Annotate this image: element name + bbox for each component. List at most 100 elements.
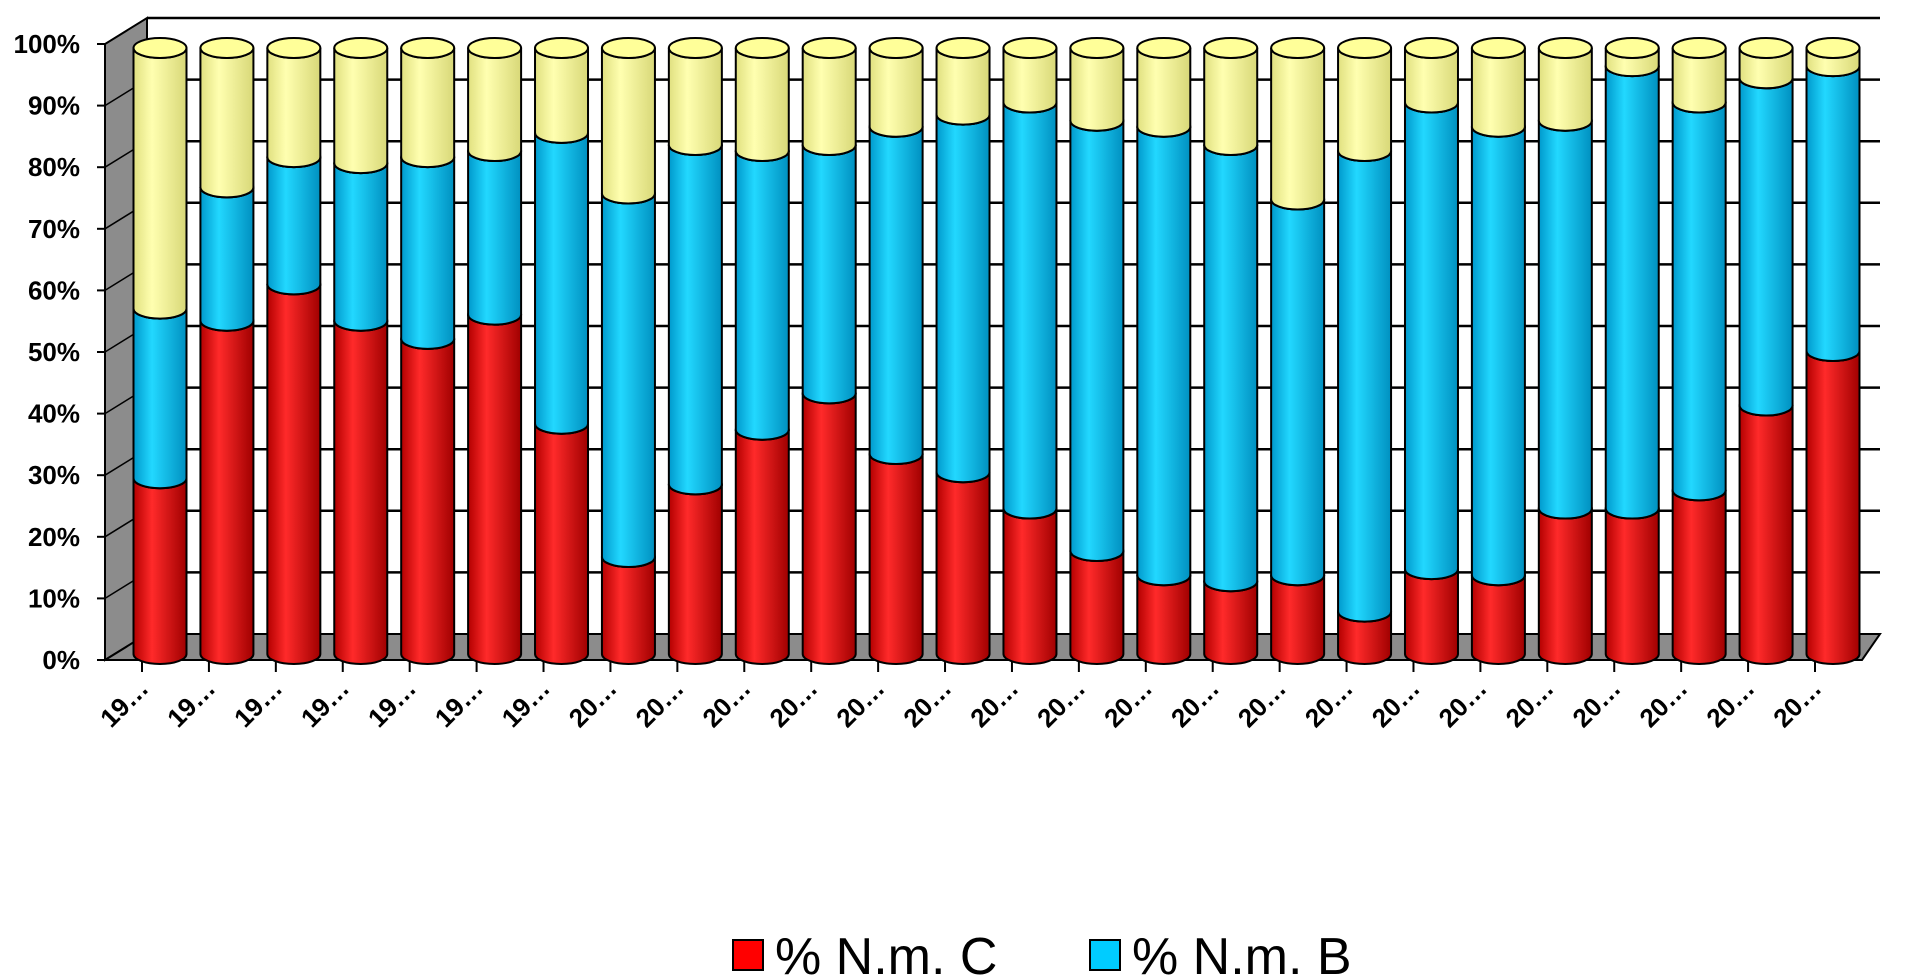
legend-swatch (1089, 939, 1121, 971)
bar-stack (534, 37, 590, 665)
x-tick-label: 19… (295, 673, 355, 733)
x-tick-label: 20… (1566, 673, 1626, 733)
bar-cap (132, 37, 188, 59)
bar-segment-2 (1136, 126, 1192, 587)
bar-segment-2 (935, 114, 991, 484)
bar-stack (1270, 37, 1326, 665)
bar-segment-2 (1671, 102, 1727, 502)
bar-segment-3 (266, 47, 322, 169)
bar-segment-2 (132, 308, 188, 490)
bar-segment-3 (467, 47, 523, 163)
x-tick-label: 20… (1700, 673, 1760, 733)
bar-segment-3 (734, 47, 790, 163)
bar-segment-3 (667, 47, 723, 156)
bar-cap (1738, 37, 1794, 59)
bar-stack (1203, 37, 1259, 665)
x-tick-label: 20… (1232, 673, 1292, 733)
bar-stack (734, 37, 790, 665)
bar-segment-2 (667, 144, 723, 496)
bar-segment-1 (199, 320, 255, 665)
bar-segment-3 (400, 47, 456, 169)
bar-stack (1002, 37, 1058, 665)
bar-segment-3 (132, 47, 188, 320)
x-tick-label: 20… (1366, 673, 1426, 733)
bar-segment-3 (935, 47, 991, 126)
y-tick-label: 40% (28, 399, 80, 429)
x-tick-label: 20… (1767, 673, 1827, 733)
y-tick-label: 50% (28, 337, 80, 367)
bar-segment-1 (1203, 581, 1259, 665)
bar-segment-3 (1537, 47, 1593, 132)
bar-stack (1470, 37, 1526, 665)
bar-segment-1 (400, 338, 456, 665)
bar-segment-3 (1069, 47, 1125, 132)
bar-segment-2 (868, 126, 924, 466)
y-tick-label: 80% (28, 152, 80, 182)
bar-stack (400, 37, 456, 665)
x-tick-label: 19… (94, 673, 154, 733)
x-tick-label: 20… (1633, 673, 1693, 733)
x-tick-label: 19… (429, 673, 489, 733)
bar-segment-1 (868, 453, 924, 665)
bar-segment-2 (1403, 102, 1459, 581)
x-tick-label: 20… (1165, 673, 1225, 733)
bar-stack (667, 37, 723, 665)
bar-cap (1270, 37, 1326, 59)
bar-segment-1 (1671, 490, 1727, 665)
legend-swatch (732, 939, 764, 971)
bar-cap (199, 37, 255, 59)
bar-cap (467, 37, 523, 59)
bar-stack (1069, 37, 1125, 665)
bar-segment-2 (1738, 78, 1794, 417)
bar-segment-2 (1337, 150, 1393, 623)
bar-segment-3 (199, 47, 255, 199)
bar-segment-2 (1604, 66, 1660, 520)
y-tick-label: 100% (14, 29, 81, 59)
bar-segment-3 (868, 47, 924, 138)
x-tick-label: 20… (1433, 673, 1493, 733)
x-tick-label: 20… (630, 673, 690, 733)
bar-stack (266, 37, 322, 665)
bar-segment-2 (1069, 120, 1125, 562)
bar-segment-2 (600, 193, 656, 569)
x-tick-label: 19… (362, 673, 422, 733)
bar-cap (1805, 37, 1861, 59)
x-tick-label: 20… (897, 673, 957, 733)
bar-stack (801, 37, 857, 665)
x-tick-label: 19… (161, 673, 221, 733)
x-tick-label: 20… (830, 673, 890, 733)
y-tick-label: 10% (28, 583, 80, 613)
bar-segment-3 (1470, 47, 1526, 138)
bar-segment-2 (1270, 199, 1326, 587)
bar-cap (1337, 37, 1393, 59)
bar-stack (600, 37, 656, 665)
y-tick-label: 30% (28, 460, 80, 490)
gridline-wall (104, 17, 148, 45)
bar-segment-1 (1270, 575, 1326, 665)
bar-cap (1069, 37, 1125, 59)
x-tick-label: 19… (496, 673, 556, 733)
bar-segment-1 (1738, 405, 1794, 665)
bar-segment-3 (600, 47, 656, 205)
bar-stack (935, 37, 991, 665)
bar-segment-1 (333, 320, 389, 665)
y-tick-label: 90% (28, 91, 80, 121)
bar-segment-1 (801, 393, 857, 665)
bar-segment-2 (801, 144, 857, 405)
bar-segment-1 (1136, 575, 1192, 665)
bar-stack (467, 37, 523, 665)
bar-cap (534, 37, 590, 59)
bar-segment-3 (801, 47, 857, 156)
bar-cap (667, 37, 723, 59)
legend-label: % N.m. C (775, 928, 997, 979)
bar-segment-2 (1805, 66, 1861, 362)
bar-stack (1403, 37, 1459, 665)
bar-cap (801, 37, 857, 59)
bar-stack (1604, 37, 1660, 665)
x-tick-label: 20… (763, 673, 823, 733)
bar-stack (1537, 37, 1593, 665)
bar-stack (132, 37, 188, 665)
x-tick-label: 20… (1098, 673, 1158, 733)
bar-cap (1203, 37, 1259, 59)
